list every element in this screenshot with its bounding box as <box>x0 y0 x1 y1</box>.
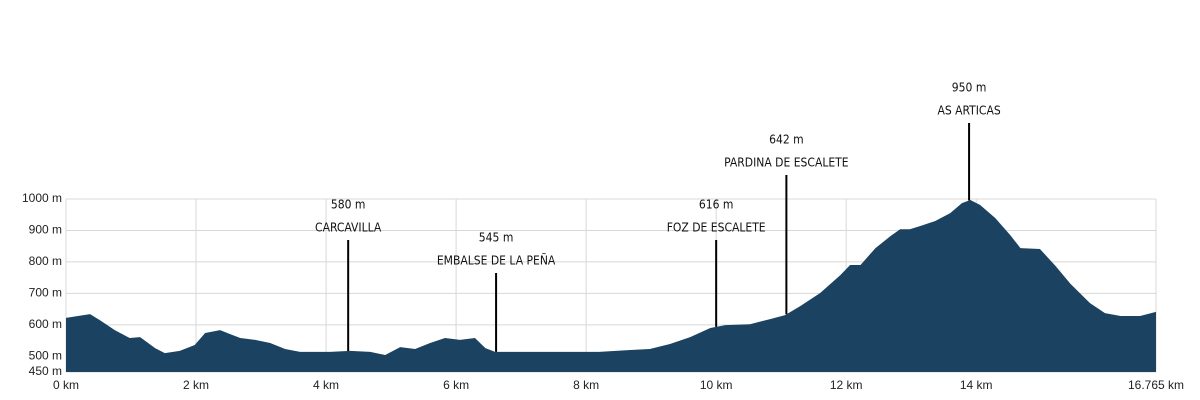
x-tick-label: 14 km <box>960 378 993 392</box>
y-tick-label: 900 m <box>29 223 62 237</box>
y-tick-label: 800 m <box>29 254 62 268</box>
annotation-elevation: 950 m <box>952 81 987 95</box>
annotation-name: CARCAVILLA <box>315 221 382 235</box>
annotation-name: EMBALSE DE LA PEÑA <box>437 253 556 268</box>
annotation-name: FOZ DE ESCALETE <box>667 221 766 235</box>
annotation-elevation: 545 m <box>479 231 514 245</box>
annotation-elevation: 616 m <box>699 198 734 212</box>
annotation-elevation: 642 m <box>769 133 804 147</box>
x-tick-label: 4 km <box>313 378 339 392</box>
annotation-name: PARDINA DE ESCALETE <box>724 156 849 170</box>
x-tick-label: 0 km <box>53 378 79 392</box>
x-tick-label: 16.765 km <box>1128 378 1184 392</box>
elevation-area <box>66 199 1156 372</box>
y-tick-label: 700 m <box>29 286 62 300</box>
x-tick-label: 10 km <box>700 378 733 392</box>
y-tick-label: 1000 m <box>22 191 62 205</box>
x-tick-label: 12 km <box>830 378 863 392</box>
y-tick-label: 600 m <box>29 317 62 331</box>
x-tick-label: 8 km <box>573 378 599 392</box>
y-tick-label: 500 m <box>29 348 62 362</box>
x-tick-label: 6 km <box>443 378 469 392</box>
y-tick-label: 450 m <box>29 364 62 378</box>
x-tick-label: 2 km <box>183 378 209 392</box>
annotation-name: AS ARTICAS <box>937 104 1000 118</box>
annotation-elevation: 580 m <box>331 198 366 212</box>
